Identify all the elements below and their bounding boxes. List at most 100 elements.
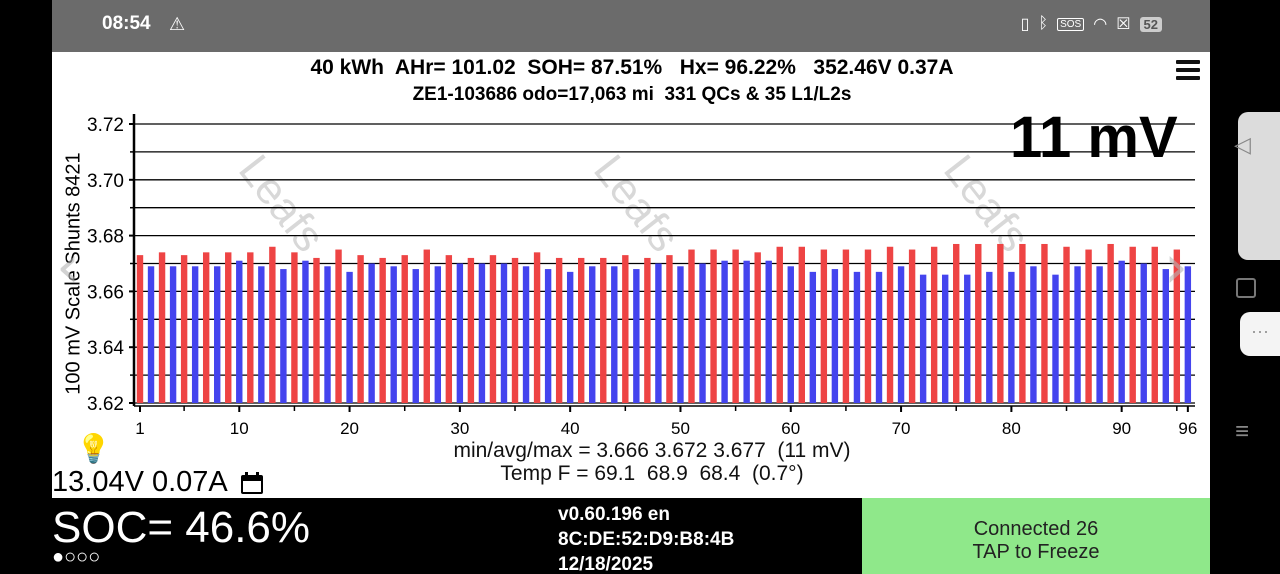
battery-icon: 52 xyxy=(1139,16,1162,32)
state-of-charge: SOC= 46.6% xyxy=(52,503,311,552)
cell-bar-64 xyxy=(831,269,839,403)
x-tick-label: 50 xyxy=(671,419,690,438)
close-box-icon: ☒ xyxy=(1116,16,1131,33)
cell-bar-71 xyxy=(908,249,916,403)
cell-bar-96 xyxy=(1184,266,1192,403)
cell-bar-4 xyxy=(169,266,177,403)
cell-bar-14 xyxy=(280,269,287,403)
cell-bar-52 xyxy=(699,263,706,403)
cell-bar-27 xyxy=(423,249,430,403)
cell-bar-18 xyxy=(324,266,331,403)
y-tick-label: 3.66 xyxy=(87,282,124,303)
cell-bar-17 xyxy=(313,257,320,403)
cell-bar-10 xyxy=(236,260,243,403)
x-tick-label: 40 xyxy=(561,419,580,438)
vehicle-summary-line: ZE1-103686 odo=17,063 mi 331 QCs & 35 L1… xyxy=(412,84,852,105)
next-page-chevron-icon[interactable]: › xyxy=(1164,232,1188,302)
cell-bar-83 xyxy=(1041,243,1048,403)
y-tick-label: 3.72 xyxy=(87,115,124,136)
cell-bar-24 xyxy=(390,266,397,403)
cell-bar-13 xyxy=(269,246,276,403)
menu-button[interactable] xyxy=(1176,60,1200,80)
x-tick-label: 10 xyxy=(230,419,249,438)
cell-bar-60 xyxy=(787,266,794,403)
status-bar: 08:54 ⚠ ▯ ᛒ SOS ◠ ☒ 52 xyxy=(52,0,1210,52)
x-tick-label: 96 xyxy=(1178,419,1197,438)
cell-bar-7 xyxy=(202,252,210,403)
tap-to-freeze-label: TAP to Freeze xyxy=(972,541,1100,563)
watermark-text: Leafs xyxy=(229,146,334,261)
cell-bar-55 xyxy=(732,249,739,403)
cell-bar-94 xyxy=(1162,269,1169,403)
battery-summary-line: 40 kWh AHr= 101.02 SOH= 87.51% Hx= 96.22… xyxy=(310,56,954,79)
more-dots-icon[interactable]: ⋯ xyxy=(1240,312,1280,356)
cell-bar-36 xyxy=(522,266,530,403)
cell-bar-88 xyxy=(1096,266,1103,403)
page-indicator-dots[interactable]: ●○○○ xyxy=(52,546,101,568)
cell-bar-26 xyxy=(412,269,419,403)
status-time: 08:54 xyxy=(102,13,151,34)
cell-bar-51 xyxy=(688,249,695,403)
connection-freeze-button[interactable]: Connected 26 TAP to Freeze xyxy=(862,498,1210,574)
vibrate-icon: ▯ xyxy=(1020,16,1030,33)
warning-triangle-icon: ⚠ xyxy=(169,14,186,34)
back-triangle-icon[interactable]: ◁ xyxy=(1234,132,1251,157)
cell-bar-58 xyxy=(765,260,772,403)
wifi-icon: ◠ xyxy=(1093,16,1108,33)
temperature-stats: Temp F = 69.1 68.9 68.4 (0.7°) xyxy=(500,462,804,485)
cell-bar-82 xyxy=(1030,266,1037,403)
cell-bar-92 xyxy=(1140,263,1147,403)
cell-bar-3 xyxy=(158,252,166,403)
cell-bar-6 xyxy=(191,266,199,403)
cell-bar-86 xyxy=(1074,266,1081,403)
cell-bar-19 xyxy=(335,249,342,403)
cell-bar-78 xyxy=(986,271,993,403)
y-tick-label: 3.64 xyxy=(87,338,124,359)
cell-bar-50 xyxy=(677,266,684,403)
device-mac-address: 8C:DE:52:D9:B8:4B xyxy=(558,529,735,550)
cell-bar-47 xyxy=(644,257,651,403)
y-tick-label: 3.70 xyxy=(87,171,124,192)
home-square-icon[interactable] xyxy=(1236,278,1256,298)
side-nav-panel xyxy=(1238,112,1280,260)
cell-bar-25 xyxy=(401,255,408,403)
cell-bar-59 xyxy=(776,246,783,403)
cell-bar-21 xyxy=(357,255,364,403)
cell-bar-8 xyxy=(214,266,221,403)
cell-bar-22 xyxy=(368,263,375,403)
app-screen: 08:54 ⚠ ▯ ᛒ SOS ◠ ☒ 52 40 kWh AHr= 101.0… xyxy=(52,0,1210,574)
min-avg-max-stats: min/avg/max = 3.666 3.672 3.677 (11 mV) xyxy=(453,439,851,462)
cell-bar-61 xyxy=(798,246,805,403)
previous-page-chevron-icon[interactable]: ‹ xyxy=(56,232,80,302)
x-tick-label: 60 xyxy=(781,419,800,438)
x-tick-label: 1 xyxy=(135,419,144,438)
cell-voltage-chart[interactable]: Leafs Leafs Leafs 3.623.643.663.683.703.72… xyxy=(52,0,1210,440)
cell-bar-41 xyxy=(578,257,585,403)
sos-icon: SOS xyxy=(1057,17,1085,31)
status-icons: ▯ ᛒ SOS ◠ ☒ 52 xyxy=(1021,14,1162,34)
cell-bar-89 xyxy=(1107,243,1114,403)
cell-bar-40 xyxy=(566,271,574,403)
cell-bar-32 xyxy=(478,263,486,403)
cell-bar-37 xyxy=(533,252,541,403)
x-tick-label: 80 xyxy=(1002,419,1021,438)
cell-bar-44 xyxy=(611,266,618,403)
recents-lines-icon[interactable]: ≡ xyxy=(1235,418,1250,445)
cell-bar-67 xyxy=(864,249,872,403)
cell-bar-84 xyxy=(1052,274,1059,403)
connection-status: Connected 26 xyxy=(973,518,1099,540)
cell-bar-45 xyxy=(622,255,629,403)
cell-bar-35 xyxy=(511,257,519,403)
cell-bar-91 xyxy=(1129,246,1136,403)
x-tick-label: 70 xyxy=(892,419,911,438)
cell-bar-57 xyxy=(754,252,761,403)
cell-bar-38 xyxy=(544,269,552,403)
cell-bar-42 xyxy=(589,266,596,403)
cell-bar-63 xyxy=(820,249,828,403)
calendar-icon[interactable] xyxy=(239,470,265,496)
cell-bar-29 xyxy=(445,255,453,403)
x-tick-label: 20 xyxy=(340,419,359,438)
cell-bar-39 xyxy=(555,257,563,403)
lightbulb-icon[interactable]: 💡 xyxy=(76,433,111,464)
cell-bar-23 xyxy=(379,257,386,403)
